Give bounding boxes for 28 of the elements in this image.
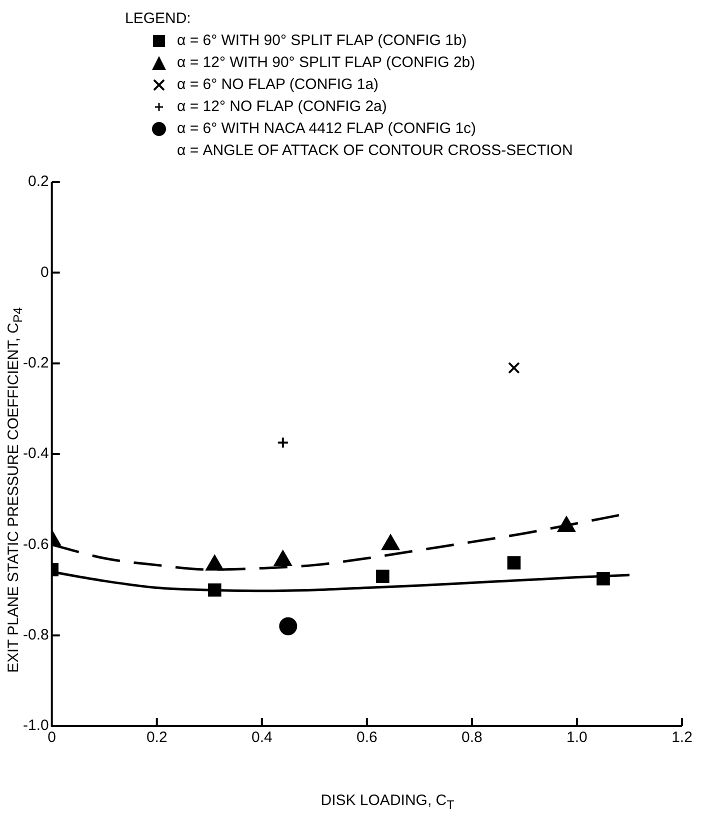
y-tick-label: -0.6 xyxy=(22,536,49,553)
y-tick-label: -0.4 xyxy=(22,445,49,462)
legend-label: α = 12° WITH 90° SPLIT FLAP (CONFIG 2b) xyxy=(176,53,476,73)
legend-title: LEGEND: xyxy=(125,9,192,29)
point xyxy=(376,570,390,584)
point xyxy=(276,436,289,449)
x-tick-label: 1.0 xyxy=(566,729,588,746)
x-tick-label: 0.4 xyxy=(251,729,272,746)
point xyxy=(508,362,520,374)
y-tick-label: 0 xyxy=(40,264,49,281)
y-tick-label: -0.8 xyxy=(22,626,49,644)
x-axis-title: DISK LOADING, C$_{T}$ xyxy=(320,792,456,812)
x-tick-label: 0.8 xyxy=(462,729,482,746)
text: α = ANGLE OF ATTACK OF CONTOUR CROSS-SECTION xyxy=(176,141,573,161)
point xyxy=(279,617,298,636)
point xyxy=(596,572,610,586)
point xyxy=(208,583,222,597)
legend-label: α = 12° NO FLAP (CONFIG 2a) xyxy=(176,97,387,117)
point xyxy=(507,556,521,570)
y-tick-label: 0.2 xyxy=(28,173,49,190)
y-tick-label: -1.0 xyxy=(22,717,49,734)
x-tick-label: 0.6 xyxy=(356,729,378,746)
legend-label: α = 6° NO FLAP (CONFIG 1a) xyxy=(176,75,379,95)
legend-label: α = 6° WITH NACA 4412 FLAP (CONFIG 1c) xyxy=(176,119,476,139)
x-tick-label: 0.2 xyxy=(146,729,168,746)
legend-label: α = 6° WITH 90° SPLIT FLAP (CONFIG 1b) xyxy=(176,31,467,51)
x-tick-label: 1.2 xyxy=(672,729,692,746)
y-tick-label: -0.2 xyxy=(22,354,49,372)
